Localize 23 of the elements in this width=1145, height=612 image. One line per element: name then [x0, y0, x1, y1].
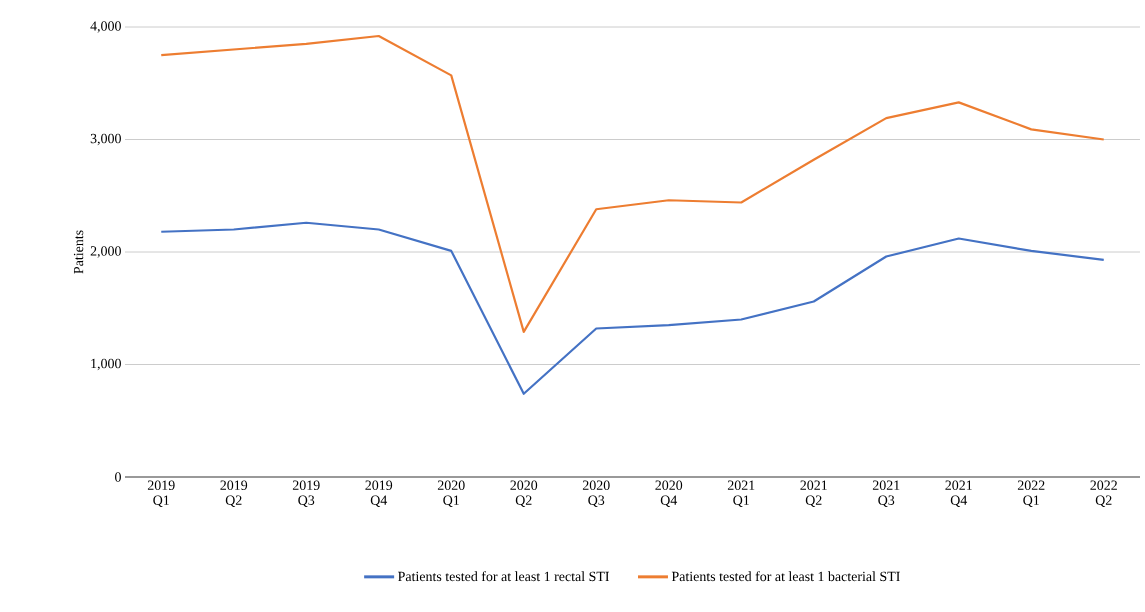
y-tick-label: 2,000: [90, 246, 121, 258]
line-series: [160, 221, 1105, 395]
legend-label: Patients tested for at least 1 rectal STI: [398, 571, 610, 582]
y-axis-title: Patients: [73, 230, 84, 274]
x-tick-label: 2022 Q2: [1090, 480, 1117, 508]
y-tick-label: 4,000: [90, 21, 121, 33]
x-tick-label: 2021 Q4: [945, 480, 972, 508]
x-tick-label: 2021 Q3: [872, 480, 900, 508]
x-tick-label: 2020 Q4: [655, 480, 683, 508]
x-tick-label: 2020 Q1: [437, 480, 465, 508]
y-tick-label: 3,000: [90, 133, 121, 146]
x-tick-label: 2019 Q2: [220, 480, 248, 508]
x-tick-label: 2022 Q1: [1017, 480, 1045, 508]
x-tick-label: 2019 Q3: [292, 480, 320, 508]
x-tick-label: 2020 Q2: [510, 480, 538, 508]
x-tick-label: 2021 Q1: [727, 480, 755, 508]
x-tick-label: 2021 Q2: [800, 480, 827, 508]
x-tick-label: 2019 Q1: [147, 480, 175, 508]
x-tick-label: 2019 Q4: [365, 480, 393, 508]
y-tick-label: 0: [115, 472, 121, 482]
legend-label: Patients tested for at least 1 bacterial STI: [671, 571, 900, 582]
x-tick-label: 2020 Q3: [582, 480, 610, 508]
y-tick-label: 1,000: [91, 358, 121, 371]
